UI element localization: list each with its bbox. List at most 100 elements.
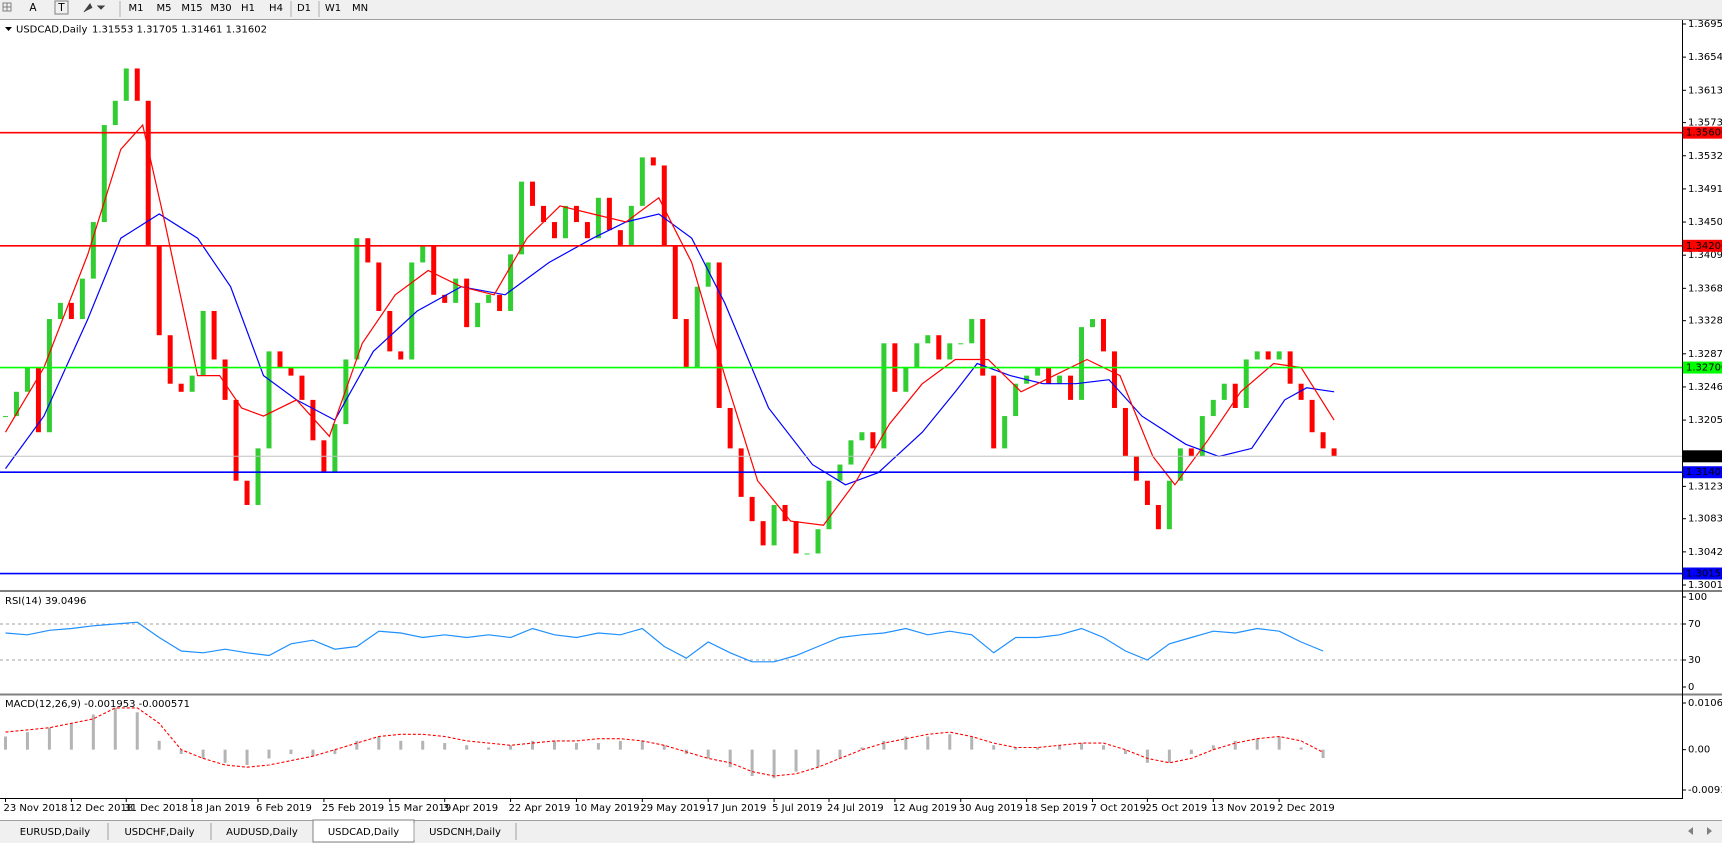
y-tick-label: 1.32460 <box>1688 382 1722 393</box>
candle <box>2 416 8 418</box>
candle <box>79 278 85 320</box>
macd-histogram-bar <box>816 749 820 768</box>
y-tick-label: 1.36540 <box>1688 52 1722 63</box>
tab-label[interactable]: AUDUSD,Daily <box>226 827 298 838</box>
candle <box>694 286 700 368</box>
macd-histogram-bar <box>311 749 315 757</box>
timeframe-button[interactable]: M30 <box>210 3 231 14</box>
macd-histogram-bar <box>1255 738 1259 750</box>
timeframe-button[interactable]: W1 <box>325 3 341 14</box>
label-tool[interactable]: T <box>57 2 65 14</box>
candle <box>1122 407 1128 457</box>
macd-histogram-bar <box>970 736 974 750</box>
candle <box>1057 375 1063 384</box>
candle <box>925 335 931 344</box>
candle <box>826 480 832 530</box>
y-tick-label: 1.33680 <box>1688 283 1722 294</box>
chart-title: USDCAD,Daily <box>16 25 87 36</box>
candle <box>519 181 525 255</box>
candle <box>453 278 459 303</box>
tab-label[interactable]: USDCNH,Daily <box>429 827 501 838</box>
candle <box>464 278 470 328</box>
y-tick-label: 0.00 <box>1688 745 1710 756</box>
candle <box>343 359 349 425</box>
candle <box>991 375 997 449</box>
y-tick-label: -0.00918 <box>1688 785 1722 796</box>
candle <box>804 553 810 555</box>
x-tick-label: 18 Jan 2019 <box>190 803 250 814</box>
x-tick-label: 30 Aug 2019 <box>959 803 1023 814</box>
macd-title: MACD(12,26,9) -0.001953 -0.000571 <box>5 699 190 710</box>
macd-histogram-bar <box>1036 747 1040 750</box>
x-tick-label: 17 Jun 2019 <box>706 803 766 814</box>
macd-histogram-bar <box>487 747 491 750</box>
candle <box>266 351 272 449</box>
candle <box>497 294 503 311</box>
arrow-tool-icon[interactable] <box>83 3 106 13</box>
macd-histogram-bar <box>333 749 337 755</box>
candle <box>782 504 788 522</box>
candle <box>101 125 107 223</box>
macd-histogram-bar <box>1058 745 1062 750</box>
tab-scroll-arrows[interactable] <box>1688 827 1712 835</box>
candle <box>1221 383 1227 400</box>
macd-histogram-bar <box>904 736 908 750</box>
x-tick-label: 15 Mar 2019 <box>388 803 451 814</box>
timeframe-button[interactable]: D1 <box>297 3 311 14</box>
candle <box>1100 319 1106 352</box>
timeframe-button[interactable]: H1 <box>241 3 255 14</box>
x-tick-label: 3 Apr 2019 <box>443 803 498 814</box>
macd-histogram-bar <box>509 745 513 750</box>
x-tick-label: 12 Dec 2018 <box>69 803 133 814</box>
candle <box>409 262 415 360</box>
timeframe-button[interactable]: H4 <box>269 3 283 14</box>
candle <box>661 165 667 247</box>
y-tick-label: 0.010615 <box>1688 698 1722 709</box>
candle <box>1177 448 1183 481</box>
level-tag <box>1683 567 1722 580</box>
macd-histogram-bar <box>399 740 403 750</box>
candle <box>1232 383 1238 408</box>
candle <box>1309 399 1315 433</box>
candle <box>1243 359 1249 408</box>
x-tick-label: 6 Feb 2019 <box>256 803 312 814</box>
candle <box>573 205 579 223</box>
x-tick-label: 25 Oct 2019 <box>1145 803 1207 814</box>
collapse-triangle[interactable] <box>5 27 12 31</box>
candle <box>233 399 239 481</box>
timeframe-button[interactable]: M5 <box>157 3 172 14</box>
label-tool-frame[interactable] <box>54 0 69 15</box>
level-label: 1.34206 <box>1686 241 1722 252</box>
y-tick-label: 1.30420 <box>1688 547 1722 558</box>
current-price-label: 1.31602 <box>1686 451 1722 462</box>
macd-histogram-bar <box>794 749 798 772</box>
tab-label[interactable]: USDCHF,Daily <box>124 827 194 838</box>
candle <box>672 246 678 320</box>
macd-histogram-bar <box>113 707 117 750</box>
macd-histogram-bar <box>1299 747 1303 750</box>
timeframe-button[interactable]: MN <box>352 3 368 14</box>
x-tick-label: 23 Nov 2018 <box>3 803 67 814</box>
macd-histogram-bar <box>1080 743 1084 750</box>
timeframe-button[interactable]: M1 <box>129 3 144 14</box>
y-tick-label: 1.30010 <box>1688 580 1722 591</box>
crosshair-icon[interactable] <box>2 2 12 12</box>
tab-label[interactable]: EURUSD,Daily <box>20 827 91 838</box>
candle <box>1068 375 1074 400</box>
tab-label[interactable]: USDCAD,Daily <box>328 827 399 838</box>
y-tick-label: 1.30830 <box>1688 514 1722 525</box>
macd-histogram-bar <box>838 749 842 759</box>
candle <box>420 246 426 263</box>
timeframe-button[interactable]: M15 <box>181 3 202 14</box>
x-tick-label: 31 Dec 2018 <box>124 803 188 814</box>
text-tool[interactable]: A <box>29 2 37 14</box>
candle <box>1210 399 1216 417</box>
candle <box>211 310 217 360</box>
y-tick-label: 1.31230 <box>1688 481 1722 492</box>
candle <box>57 302 63 320</box>
candle <box>947 343 953 360</box>
macd-histogram-bar <box>377 736 381 750</box>
macd-histogram-bar <box>750 749 754 777</box>
candle <box>1013 383 1019 417</box>
